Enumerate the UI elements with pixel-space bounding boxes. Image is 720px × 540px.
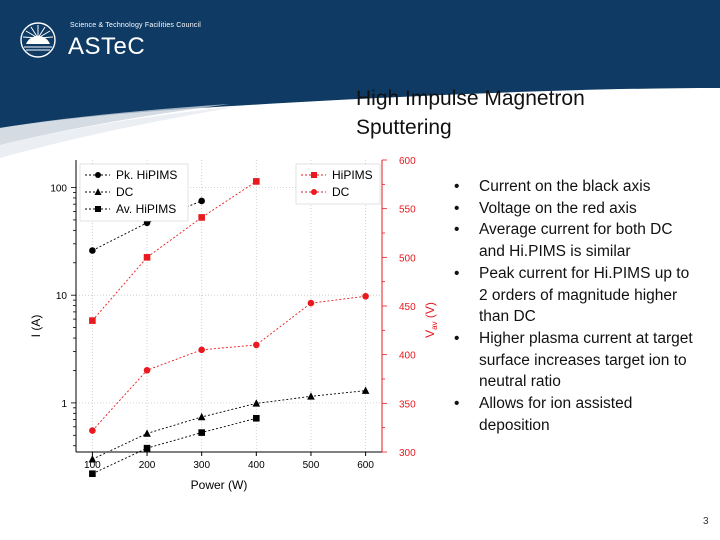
series-line-dc-left (92, 390, 366, 460)
series-line-dc-right (92, 295, 366, 431)
data-point-hipims-right (253, 178, 260, 185)
bullet-text: Higher plasma current at target surface … (479, 329, 693, 391)
bullet-icon: • (454, 264, 460, 282)
y-right-title-main: V (423, 330, 437, 338)
y-right-tick-label: 300 (399, 448, 416, 459)
data-point-dc-right (198, 346, 205, 354)
y-right-tick-label: 350 (399, 399, 416, 410)
bullet-text: Peak current for Hi.PIMS up to 2 orders … (479, 264, 690, 326)
bullet-text: Current on the black axis (479, 178, 651, 195)
data-point-dc-right (143, 366, 151, 374)
chart-axes: 100 200 300 400 500 600 Power (W) 1 10 100 I (A) 30… (29, 156, 439, 492)
data-point-hipims-right (89, 317, 96, 324)
data-point-dc-right (89, 427, 96, 434)
page-number: 3 (703, 516, 709, 527)
x-tick-label: 100 (84, 460, 101, 471)
data-point-av-hipims-left (143, 444, 151, 452)
bullet-icon: • (454, 178, 460, 195)
council-name: Science & Technology Facilities Council (70, 22, 202, 29)
y-right-title-subscript: av (430, 321, 439, 329)
data-point-hipims-right (143, 254, 151, 261)
y-right-axis-title: Vav (V) (423, 302, 439, 338)
data-point-dc-left (307, 392, 315, 400)
x-axis-title: Power (W) (191, 478, 248, 492)
bullet-text: Allows for ion assisted deposition (479, 395, 633, 434)
y-right-tick-label: 500 (399, 253, 416, 264)
data-point-av-hipims-left (253, 414, 260, 422)
header-swoosh-highlight (0, 104, 230, 145)
astec-logo: ASTeC (68, 33, 146, 60)
series-line-hipims-right (92, 181, 257, 321)
x-tick-label: 200 (139, 460, 156, 471)
data-point-dc-right (253, 341, 260, 349)
bullet-item: • Average current for both DC and Hi.PIMS… (452, 219, 702, 262)
data-point-pk-hipims-left (89, 247, 96, 254)
y-right-title-unit: (V) (423, 302, 437, 321)
y-right-tick-label: 600 (399, 156, 416, 167)
legend-label-dc: DC (116, 185, 134, 199)
data-point-dc-left (197, 412, 206, 421)
y-left-tick-label: 1 (61, 399, 67, 410)
legend-label-pk-hipims: Pk. HiPIMS (116, 168, 177, 182)
sun-logo-icon (20, 22, 56, 58)
y-left-tick-label: 10 (56, 291, 68, 302)
data-point-dc-left (88, 455, 97, 463)
slide-title-line-2: Sputtering (356, 116, 452, 139)
header-background (0, 0, 720, 128)
data-point-dc-right (307, 299, 315, 307)
slide-title: High Impulse Magnetron Sputtering (356, 84, 686, 142)
bullet-item: • Current on the black axis (452, 176, 702, 198)
chart-series (88, 178, 370, 478)
legend-marker-dc (94, 188, 102, 195)
x-tick-label: 500 (303, 460, 320, 471)
y-right-tick-label: 450 (399, 302, 416, 313)
bullet-item: • Higher plasma current at target surface… (452, 328, 702, 393)
legend-marker-pk-hipims (95, 172, 101, 178)
bullet-text: Voltage on the red axis (479, 199, 637, 217)
bullet-list: • Current on the black axis • Voltage on t… (452, 176, 702, 436)
data-point-pk-hipims-left (198, 197, 205, 205)
bullet-icon: • (454, 221, 460, 239)
data-point-dc-left (252, 399, 261, 407)
header-banner (0, 0, 720, 158)
y-left-axis-title: I (A) (29, 315, 43, 338)
legend-label-dc: DC (332, 185, 350, 199)
y-right-tick-label: 550 (399, 205, 416, 216)
data-point-av-hipims-left (198, 429, 205, 436)
y-right-tick-label: 400 (399, 351, 416, 362)
legend-label-av-hipims: Av. HiPIMS (116, 202, 176, 216)
bullet-item: • Peak current for Hi.PIMS up to 2 orders… (452, 263, 702, 328)
x-tick-label: 300 (193, 460, 210, 471)
chart-legend: Pk. HiPIMS DC Av. HiPIMS HiPIMS DC (79, 163, 381, 222)
bullet-icon: • (454, 329, 460, 347)
data-point-av-hipims-left (89, 470, 96, 478)
x-tick-label: 400 (248, 460, 265, 471)
bullet-item: • Allows for ion assisted deposition (452, 393, 702, 436)
bullet-text: Average current for both DC and Hi.PIMS … (479, 221, 673, 261)
data-point-hipims-right (198, 214, 205, 221)
legend-box-voltage (295, 163, 381, 205)
y-left-tick-label: 100 (50, 183, 67, 194)
data-point-dc-left (143, 429, 151, 437)
series-line-av-hipims-left (92, 417, 257, 475)
slide-title-line-1: High Impulse Magnetron (356, 87, 585, 110)
legend-marker-hipims (311, 172, 317, 178)
bullet-item: • Voltage on the red axis (452, 198, 702, 220)
bullet-icon: • (454, 395, 460, 413)
x-tick-label: 600 (357, 460, 374, 471)
legend-label-hipims: HiPIMS (332, 168, 373, 182)
bullet-icon: • (454, 199, 460, 217)
data-point-dc-right (362, 292, 369, 300)
legend-marker-dc (311, 189, 317, 195)
data-point-dc-left (361, 386, 370, 394)
legend-marker-av-hipims (95, 206, 101, 212)
